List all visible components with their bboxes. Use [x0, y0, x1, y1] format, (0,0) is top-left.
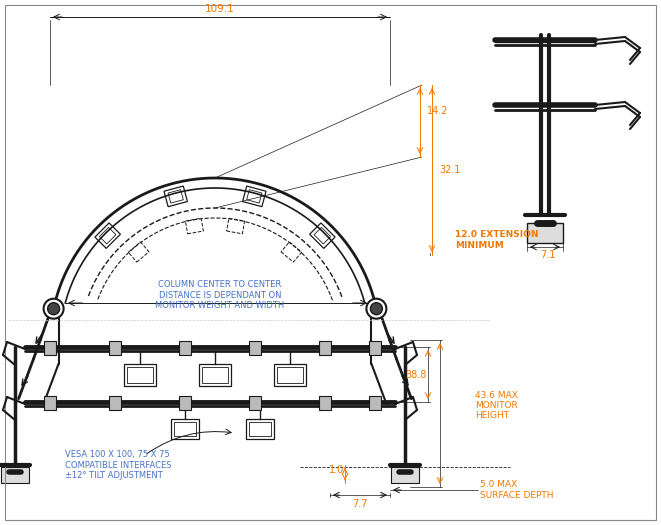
Text: 38.8: 38.8 [405, 370, 427, 380]
Text: 1.0: 1.0 [329, 465, 344, 475]
Bar [249, 396, 261, 410]
Bar [246, 419, 274, 439]
Bar [44, 341, 56, 355]
Text: 7.1: 7.1 [540, 250, 556, 260]
Bar [171, 419, 199, 439]
Bar [179, 341, 191, 355]
Bar [274, 364, 306, 386]
Circle shape [370, 303, 383, 314]
Bar [124, 364, 156, 386]
Bar [179, 396, 191, 410]
Text: VESA 100 X 100, 75 X 75
COMPATIBLE INTERFACES
±12° TILT ADJUSTMENT: VESA 100 X 100, 75 X 75 COMPATIBLE INTER… [65, 450, 171, 480]
Text: 32.1: 32.1 [440, 165, 461, 175]
Text: 7.7: 7.7 [352, 499, 368, 509]
Text: 43.6 MAX
MONITOR
HEIGHT: 43.6 MAX MONITOR HEIGHT [475, 391, 518, 421]
Bar [202, 367, 228, 383]
Bar [127, 367, 153, 383]
Circle shape [366, 299, 387, 319]
Bar [369, 396, 381, 410]
Bar [174, 422, 196, 436]
Bar [199, 364, 231, 386]
Text: 5.0 MAX
SURFACE DEPTH: 5.0 MAX SURFACE DEPTH [480, 480, 553, 500]
Bar [44, 396, 56, 410]
Bar [369, 341, 381, 355]
Bar [319, 396, 331, 410]
Bar [527, 223, 563, 243]
Text: 14.2: 14.2 [427, 106, 449, 116]
Bar [249, 341, 261, 355]
Circle shape [44, 299, 63, 319]
Text: 12.0 EXTENSION
MINIMUM: 12.0 EXTENSION MINIMUM [455, 230, 539, 250]
Circle shape [48, 303, 59, 314]
Bar [1, 467, 29, 483]
Bar [391, 467, 419, 483]
Bar [109, 396, 121, 410]
Text: COLUMN CENTER TO CENTER
DISTANCE IS DEPENDANT ON
MONITOR WEIGHT AND WIDTH: COLUMN CENTER TO CENTER DISTANCE IS DEPE… [155, 280, 285, 310]
Bar [277, 367, 303, 383]
Bar [319, 341, 331, 355]
Text: 109.1: 109.1 [205, 4, 235, 14]
Bar [109, 341, 121, 355]
Bar [249, 422, 271, 436]
